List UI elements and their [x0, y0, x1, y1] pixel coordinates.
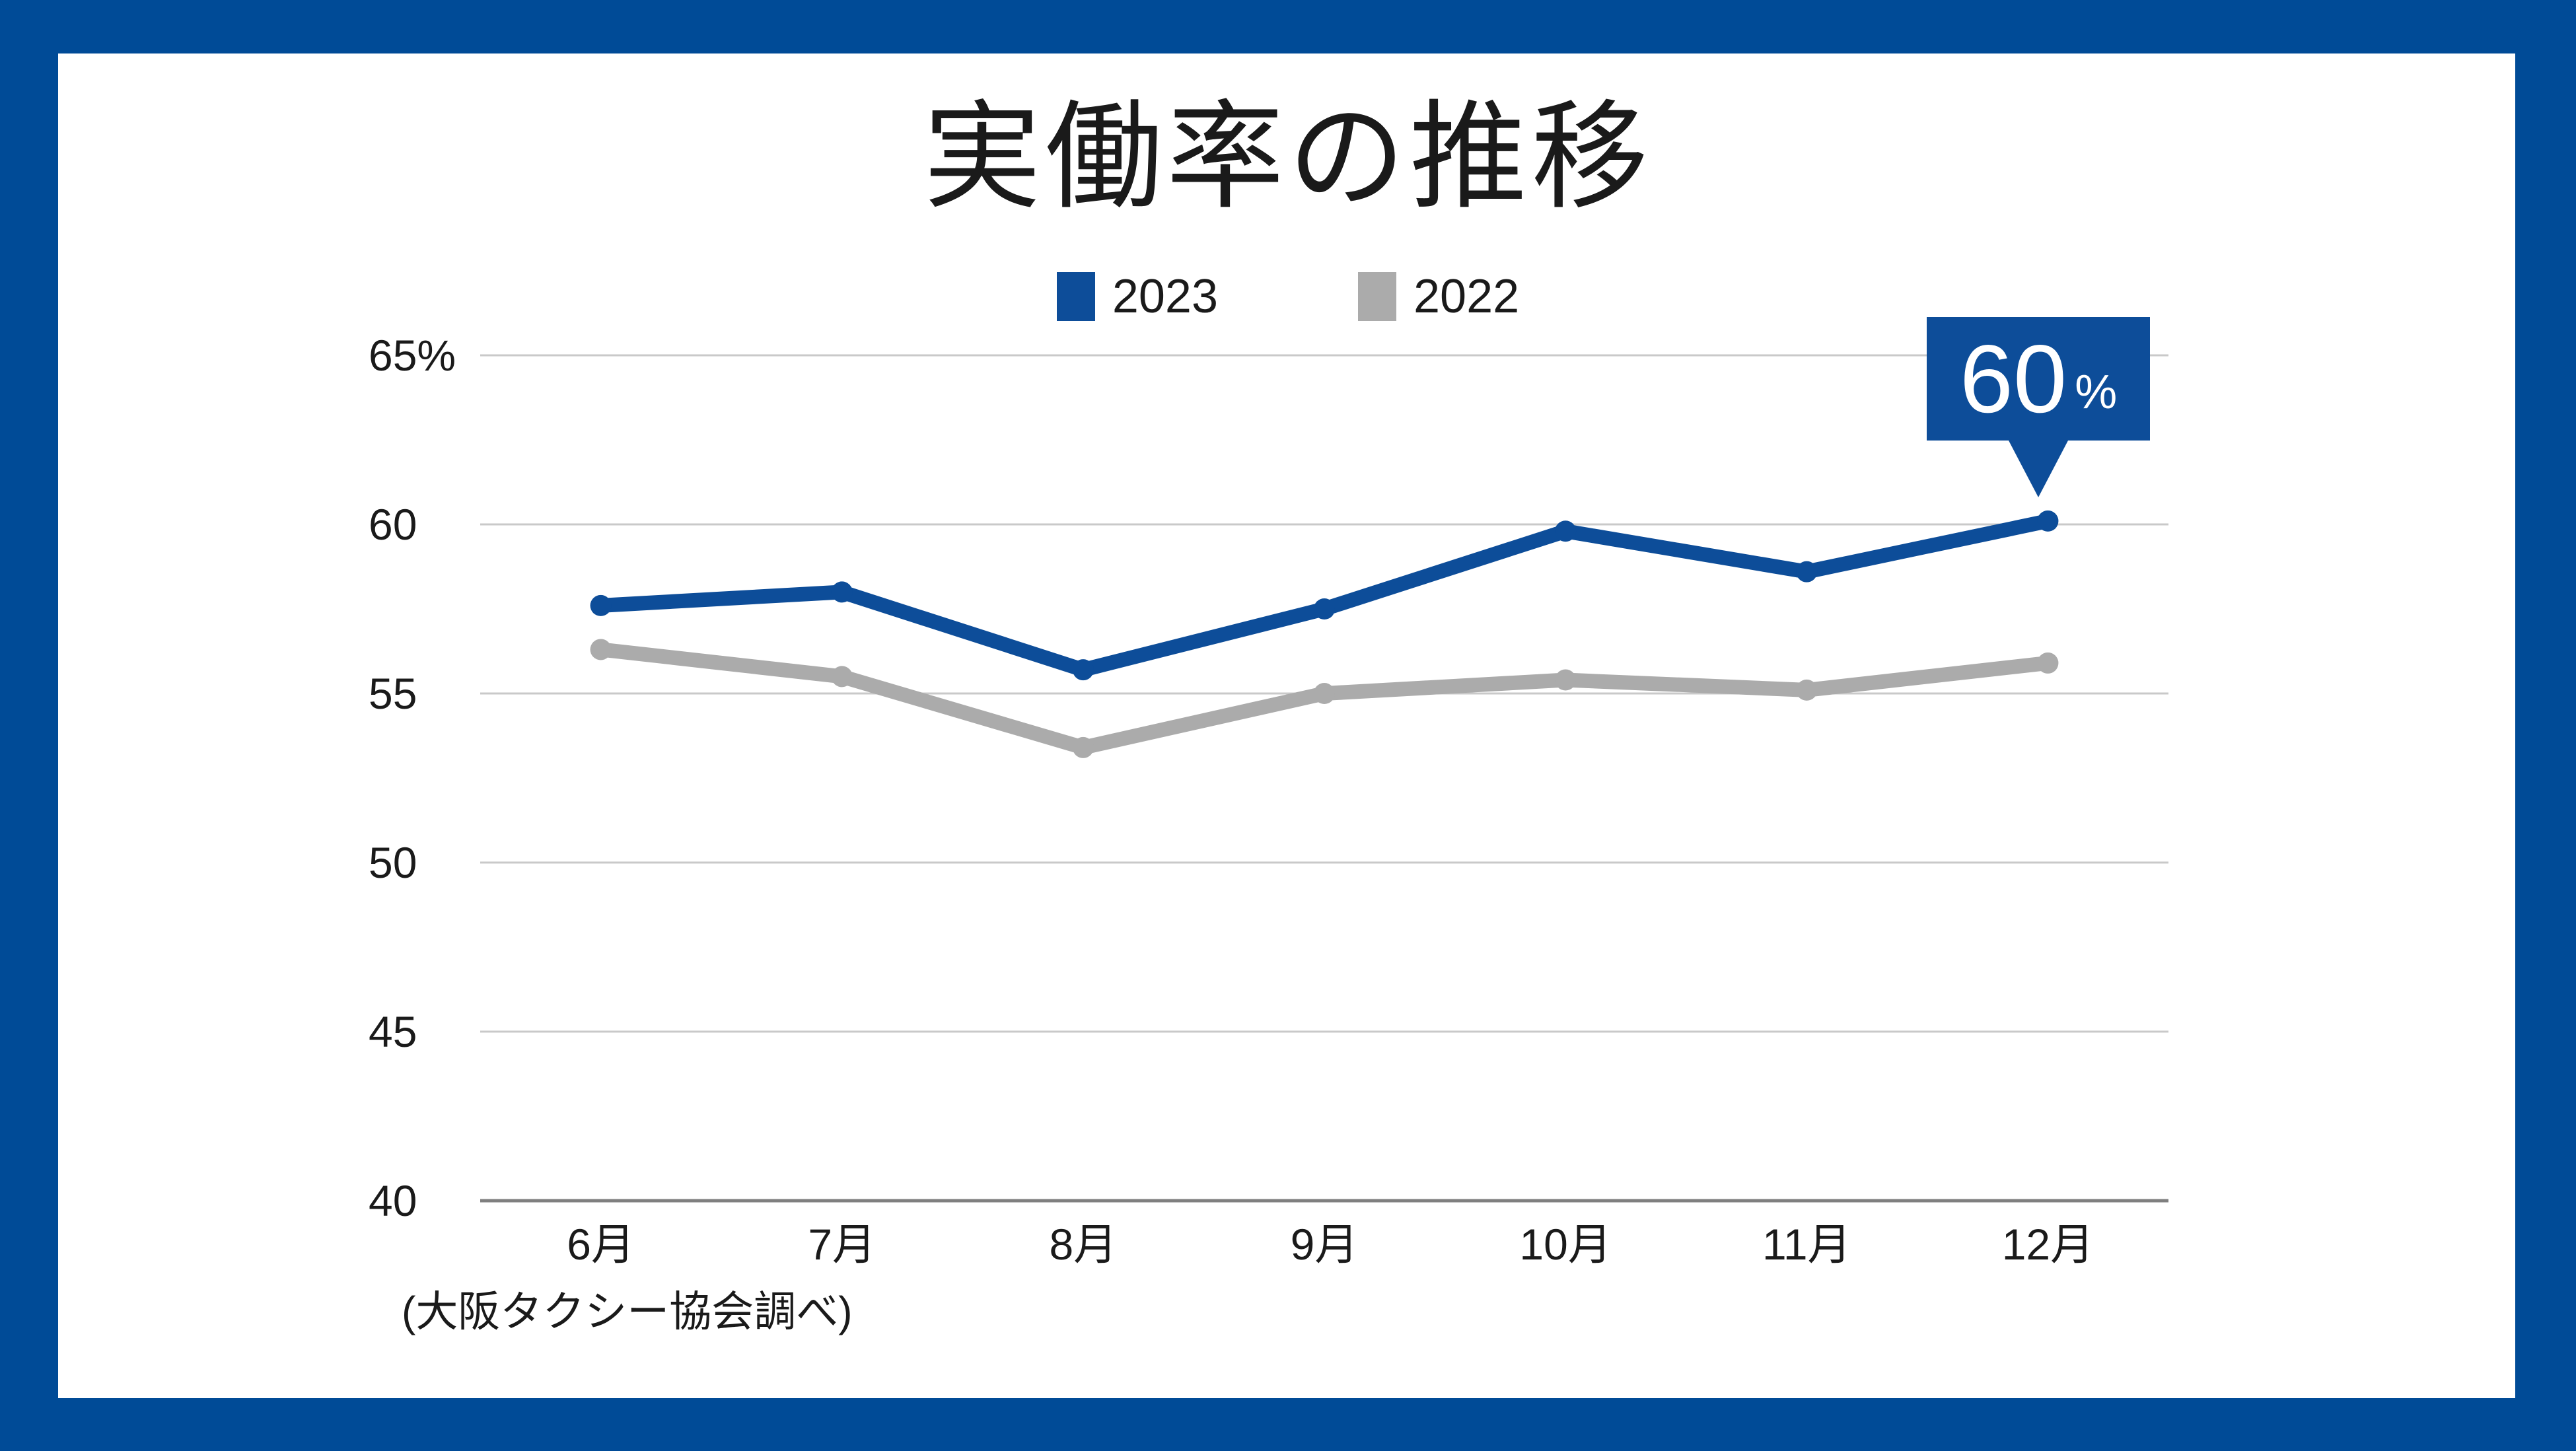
data-point-2022	[1314, 683, 1335, 704]
legend-label-2023: 2023	[1112, 270, 1218, 323]
legend-label-2022: 2022	[1413, 270, 1520, 323]
chart-card	[58, 53, 2515, 1398]
data-point-2023	[831, 581, 853, 603]
legend-swatch-2022	[1358, 272, 1396, 321]
legend-item-2022: 2022	[1358, 272, 1519, 321]
series-line-2023	[593, 513, 2056, 678]
data-point-2023	[2037, 510, 2059, 532]
legend-item-2023: 2023	[1056, 270, 1218, 323]
legend: 2023 2022	[0, 269, 2576, 324]
callout-value: 60	[1959, 324, 2067, 433]
data-point-2023	[590, 594, 612, 616]
data-point-2023	[1072, 659, 1094, 681]
data-point-2023	[1796, 561, 1818, 583]
value-callout: 60 %	[1927, 317, 2150, 497]
chart-title: 実働率の推移	[923, 91, 1653, 223]
callout-unit-percent: %	[2075, 365, 2118, 419]
data-point-2022	[1796, 679, 1818, 701]
source-note: (大阪タクシー協会調べ)	[402, 1288, 853, 1335]
data-point-2022	[1555, 669, 1577, 691]
data-point-2022	[831, 666, 853, 688]
data-point-2022	[590, 639, 612, 660]
data-point-2022	[2037, 652, 2059, 674]
data-point-2022	[1072, 736, 1094, 758]
legend-swatch-2023	[1056, 272, 1095, 321]
callout-pointer	[2009, 441, 2068, 497]
data-point-2023	[1314, 598, 1335, 619]
data-point-2023	[1555, 520, 1577, 542]
